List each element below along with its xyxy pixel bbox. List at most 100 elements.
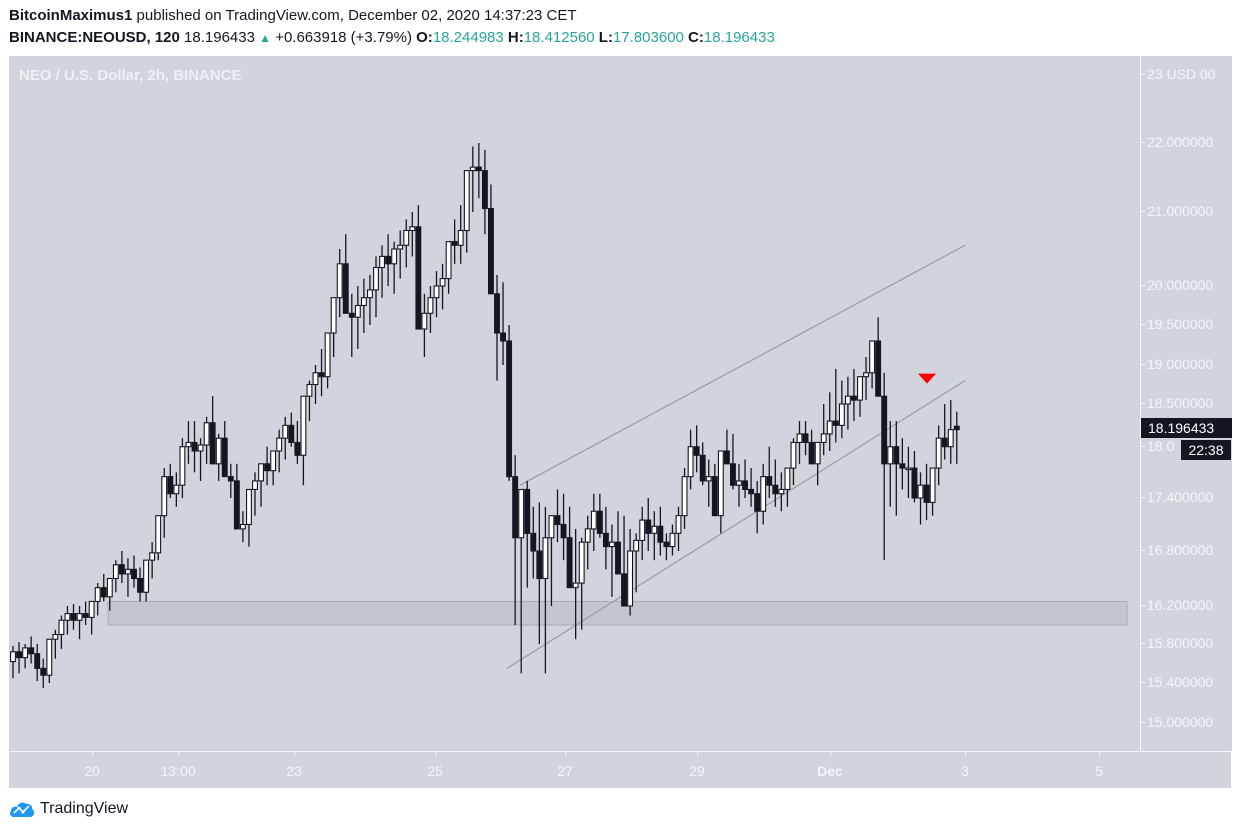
candle-up <box>215 437 222 465</box>
candle-down <box>506 340 513 478</box>
candle-up <box>608 541 615 548</box>
candle-up <box>155 515 162 554</box>
candle-up <box>814 441 821 465</box>
candle-down <box>602 532 609 548</box>
candle-down <box>953 425 960 431</box>
candle-down <box>512 476 519 539</box>
candle-up <box>844 395 851 405</box>
candle-down <box>227 476 234 482</box>
candle-down <box>40 667 47 676</box>
candle-up <box>590 510 597 530</box>
open-value: 18.244983 <box>432 29 504 46</box>
candle-up <box>929 467 936 503</box>
candle-up <box>651 525 658 534</box>
price-tick-label: 20.000000 <box>1139 277 1214 293</box>
down-arrow-icon <box>918 373 936 384</box>
candle-up <box>778 488 785 495</box>
candle-down <box>385 255 392 265</box>
up-triangle-icon: ▲ <box>259 31 272 45</box>
chart-plot-area[interactable]: NEO / U.S. Dollar, 2h, BINANCE <box>9 56 1140 751</box>
candle-up <box>246 488 252 526</box>
author-name[interactable]: BitcoinMaximus1 <box>9 7 133 24</box>
candle-up <box>64 613 71 621</box>
candle-down <box>264 463 271 472</box>
candle-up <box>312 372 319 386</box>
candle-down <box>100 587 107 598</box>
candle-down <box>723 450 730 465</box>
time-tick-label: 27 <box>557 752 573 779</box>
time-tick-label: Dec <box>817 752 843 779</box>
support-zone <box>107 600 1128 626</box>
candle-down <box>209 422 216 465</box>
candle-up <box>300 395 307 456</box>
candle-up <box>947 429 954 448</box>
candle-up <box>197 444 204 452</box>
publish-info: BitcoinMaximus1 published on TradingView… <box>9 7 577 24</box>
candle-up <box>203 422 210 446</box>
candle-down <box>191 441 198 452</box>
candle-down <box>911 467 918 499</box>
close-value: 18.196433 <box>703 29 775 46</box>
candle-down <box>899 463 906 469</box>
candle-down <box>16 651 22 659</box>
price-tick-label: 17.400000 <box>1139 489 1214 505</box>
open-label: O: <box>416 29 433 46</box>
candle-down <box>748 488 755 495</box>
candle-down <box>560 523 567 539</box>
candle-up <box>354 304 361 318</box>
candle-down <box>131 568 137 580</box>
candle-down <box>615 541 621 575</box>
candle-down <box>766 476 773 486</box>
candle-down <box>663 541 670 548</box>
candle-up <box>239 523 246 530</box>
candle-up <box>276 437 283 452</box>
time-tick-label: 5 <box>1095 752 1103 779</box>
candle-up <box>282 424 289 439</box>
candle-down <box>850 395 857 401</box>
candle-up <box>681 476 688 517</box>
candle-up <box>784 467 791 491</box>
candle-down <box>729 463 736 486</box>
candle-down <box>82 613 89 618</box>
candle-down <box>566 537 573 589</box>
candle-up <box>94 587 101 602</box>
candle-down <box>893 446 900 465</box>
candle-down <box>742 480 749 491</box>
candle-down <box>28 647 35 655</box>
price-tick-label: 18.0 <box>1139 438 1175 454</box>
candle-up <box>324 332 331 378</box>
candle-up <box>705 476 712 482</box>
candle-up <box>669 532 676 548</box>
candle-down <box>288 424 295 444</box>
candle-down <box>711 476 718 517</box>
price-tick-label: 15.800000 <box>1139 635 1214 651</box>
candle-up <box>433 285 440 299</box>
time-axis[interactable]: 20 13:00 23 25 27 29 Dec 3 5 <box>9 751 1231 788</box>
candle-down <box>657 525 664 543</box>
candle-up <box>796 433 803 444</box>
candle-up <box>106 577 113 598</box>
candle-up <box>790 441 797 469</box>
candle-up <box>445 241 452 280</box>
candle-up <box>935 437 942 469</box>
candle-up <box>518 488 525 539</box>
candle-down <box>554 515 561 526</box>
tradingview-logo[interactable]: TradingView <box>9 800 128 818</box>
candle-up <box>336 263 343 299</box>
candle-down <box>530 532 537 552</box>
candle-down <box>645 519 652 534</box>
candle-down <box>167 476 174 495</box>
candle-up <box>252 480 258 491</box>
candle-down <box>596 510 603 534</box>
candle-up <box>439 278 446 287</box>
candle-down <box>221 437 228 478</box>
candle-up <box>149 552 156 561</box>
candle-up <box>917 484 924 499</box>
time-tick-label: 25 <box>427 752 443 779</box>
price-axis[interactable]: 23 USD 00 22.000000 21.000000 20.000000 19.… <box>1139 56 1232 751</box>
candle-up <box>469 166 476 172</box>
currency-label: 23 USD 00 <box>1139 66 1216 82</box>
candle-down <box>693 446 700 456</box>
candle-up <box>143 559 150 593</box>
price-tick-label: 22.000000 <box>1139 134 1214 150</box>
